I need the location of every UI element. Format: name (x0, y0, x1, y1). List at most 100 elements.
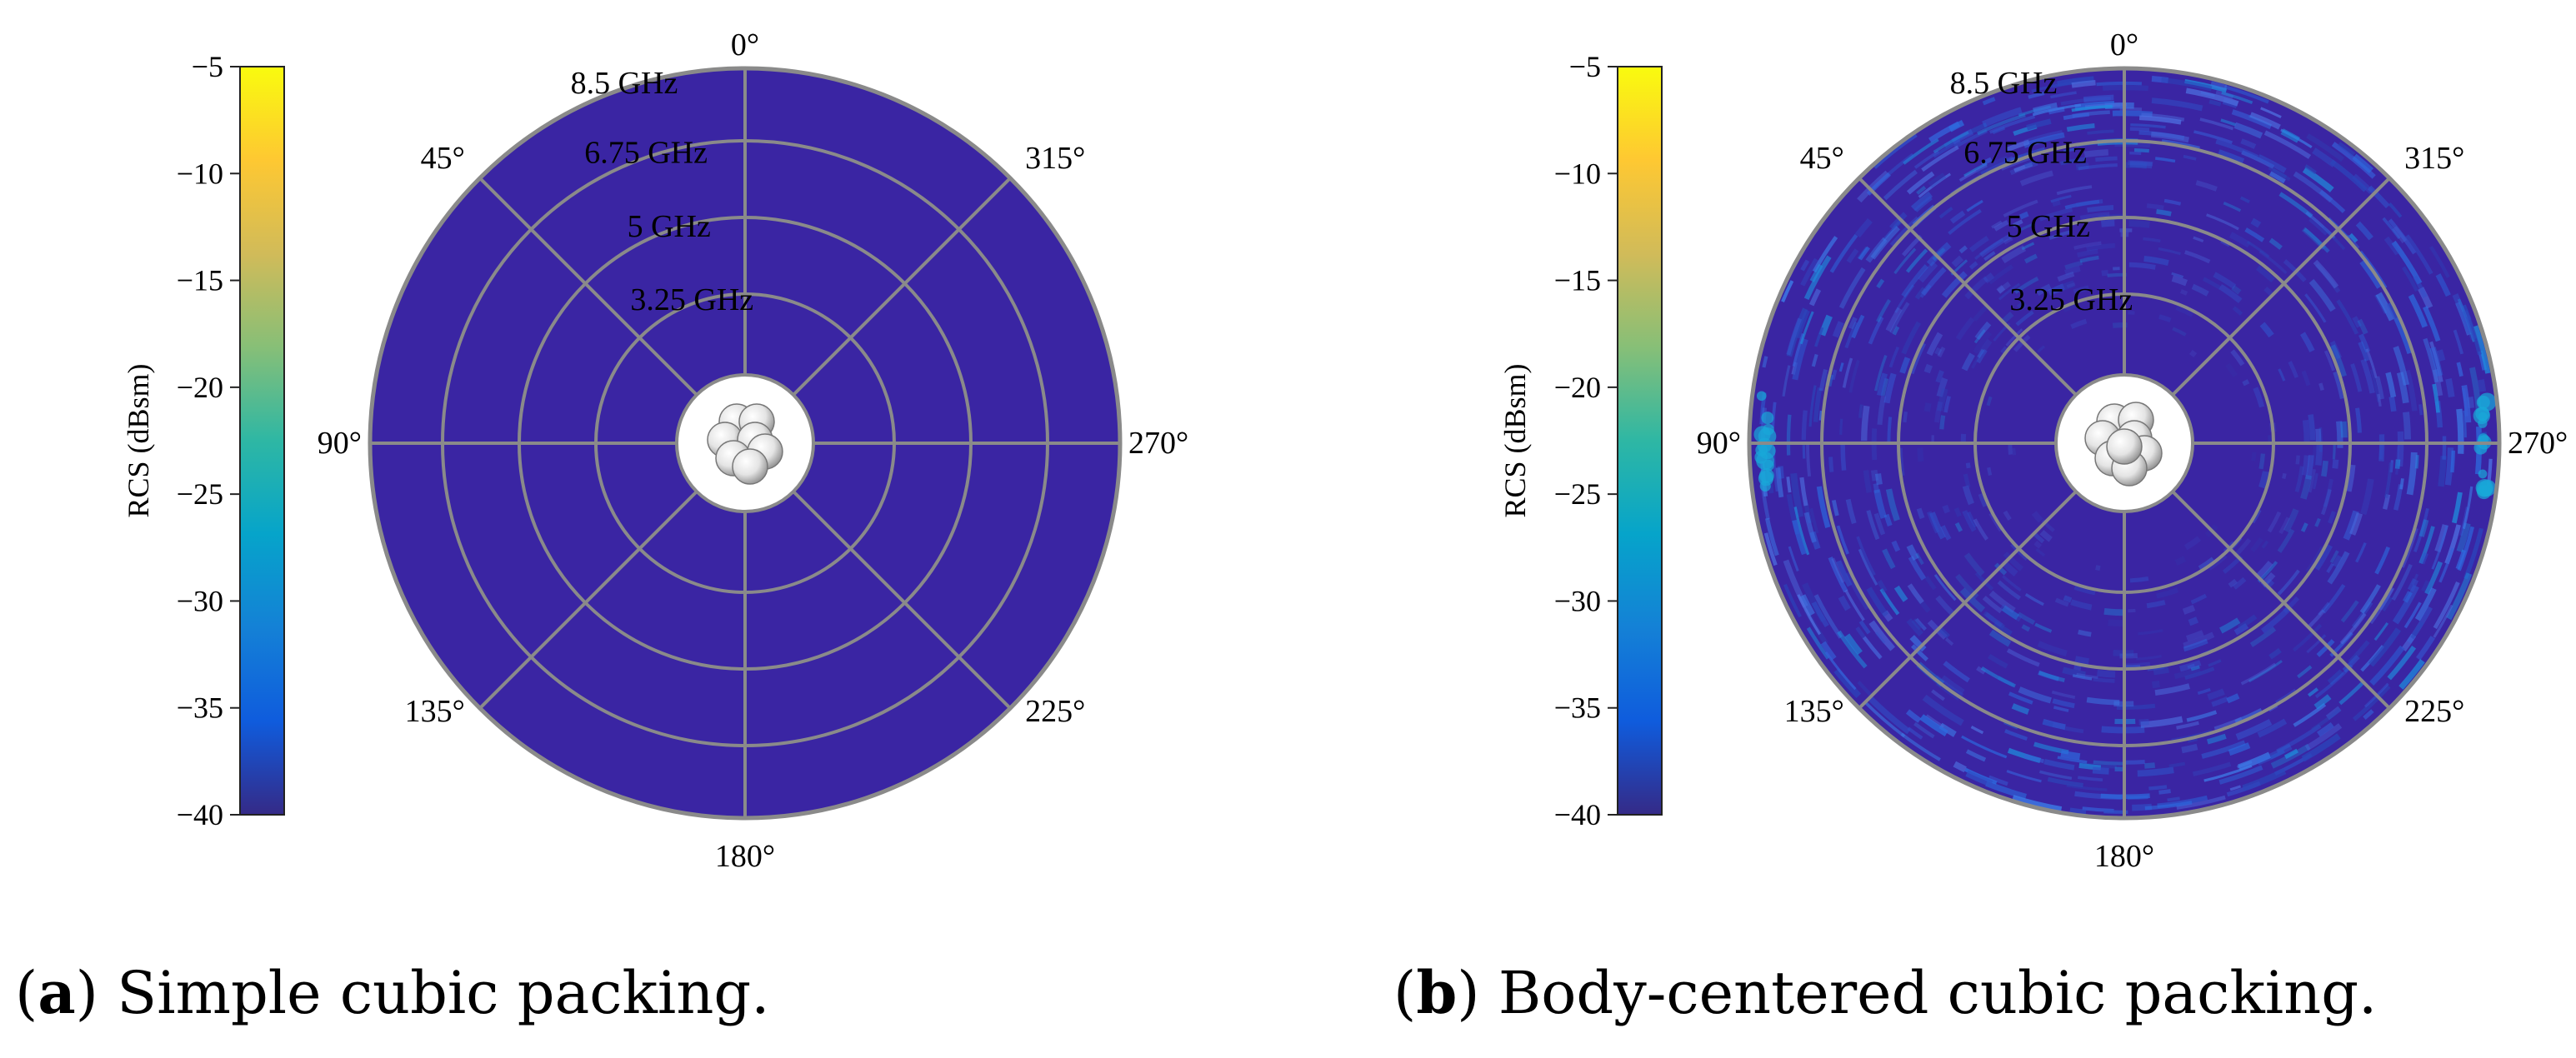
rcs-arc (2138, 770, 2173, 773)
rcs-arc (2130, 129, 2149, 130)
rcs-arc (2139, 721, 2149, 722)
rcs-arc (2095, 158, 2117, 160)
caption-b: (b) Body-centered cubic packing. (1393, 958, 2377, 1027)
rcs-hotspot (2478, 470, 2488, 479)
rcs-arc (2173, 278, 2187, 283)
rcs-arc (2130, 579, 2148, 581)
colorbar-tick-label: −30 (1554, 584, 1601, 617)
colorbar-tick-label: −40 (177, 798, 223, 831)
rcs-arc (2088, 207, 2114, 210)
caption-a-label: a (38, 958, 75, 1027)
rcs-arc (2078, 632, 2092, 635)
rcs-arc (2333, 443, 2334, 459)
colorbar (1618, 67, 1662, 815)
colorbar-tick-label: −40 (1554, 798, 1601, 831)
caption-b-text: Body-centered cubic packing. (1498, 959, 2377, 1027)
sphere (2107, 429, 2142, 464)
rcs-arc (2305, 420, 2307, 443)
rcs-arc (1920, 448, 1921, 462)
rcs-arc (2335, 460, 2336, 469)
rcs-arc (1927, 403, 1928, 412)
rcs-arc (2130, 164, 2153, 166)
rcs-arc (2420, 404, 2422, 415)
rcs-arc (1927, 365, 1929, 372)
colorbar-tick-label: −20 (1554, 371, 1601, 404)
rcs-arc (2358, 408, 2360, 433)
caption-a: (a) Simple cubic packing. (15, 958, 769, 1027)
angle-label: 180° (2094, 839, 2154, 874)
rcs-arc (2439, 350, 2442, 361)
colorbar-tick-label: −10 (1554, 157, 1601, 190)
rcs-arc (2087, 700, 2119, 702)
rcs-arc (1956, 508, 1959, 517)
rcs-arc (2262, 472, 2266, 487)
radial-label: 5 GHz (628, 209, 711, 244)
radial-label: 8.5 GHz (571, 66, 678, 101)
rcs-hotspot (1761, 412, 1773, 424)
colorbar-tick-label: −5 (1569, 50, 1601, 83)
angle-label: 0° (731, 27, 759, 62)
rcs-arc (1860, 405, 1862, 418)
rcs-arc (2043, 722, 2053, 725)
colorbar-label: RCS (dBsm) (122, 363, 155, 517)
rcs-arc (2191, 352, 2195, 355)
rcs-arc (2253, 452, 2254, 462)
rcs-arc (1937, 402, 1940, 422)
angle-label: 225° (2404, 694, 2464, 729)
caption-b-label: b (1416, 958, 1457, 1027)
rcs-arc (2129, 153, 2141, 154)
rcs-arc (1988, 467, 1990, 475)
rcs-arc (2157, 212, 2172, 214)
rcs-arc (2070, 811, 2086, 812)
rcs-arc (2401, 478, 2403, 489)
rcs-arc (2083, 97, 2113, 100)
rcs-arc (2343, 422, 2344, 437)
rcs-arc (2084, 152, 2108, 155)
angle-label: 315° (1025, 141, 1085, 176)
rcs-hotspot (1757, 391, 1767, 401)
colorbar (240, 67, 284, 815)
rcs-arc (2211, 84, 2227, 88)
rcs-arc (1843, 445, 1844, 471)
rcs-arc (2129, 223, 2150, 225)
rcs-arc (1803, 445, 1804, 458)
caption-a-text: Simple cubic packing. (117, 959, 769, 1027)
angle-label: 0° (2110, 27, 2138, 62)
rcs-arc (1841, 419, 1842, 435)
colorbar-tick-label: −35 (177, 691, 223, 725)
angle-label: 270° (1128, 426, 1188, 461)
radial-label: 6.75 GHz (1963, 136, 2087, 171)
rcs-arc (2381, 434, 2382, 461)
angle-label: 135° (405, 694, 465, 729)
angle-label: 90° (318, 426, 362, 461)
rcs-arc (2153, 670, 2168, 672)
rcs-arc (2448, 379, 2452, 397)
rcs-arc (1866, 471, 1869, 493)
angle-label: 225° (1025, 694, 1085, 729)
angle-label: 315° (2404, 141, 2464, 176)
rcs-arc (1942, 416, 1943, 430)
rcs-arc (2283, 473, 2284, 478)
rcs-arc (2320, 383, 2322, 390)
radial-label: 3.25 GHz (630, 282, 753, 317)
rcs-hotspot (2477, 396, 2490, 409)
rcs-arc (1833, 370, 1836, 380)
rcs-arc (2101, 223, 2114, 224)
angle-label: 135° (1784, 694, 1844, 729)
rcs-arc (2183, 607, 2194, 611)
angle-label: 90° (1697, 426, 1741, 461)
rcs-hotspot (2477, 485, 2491, 499)
rcs-arc (2123, 762, 2145, 763)
rcs-arc (2304, 456, 2307, 476)
rcs-arc (2097, 83, 2142, 84)
rcs-hotspot (1753, 426, 1770, 442)
rcs-arc (2153, 684, 2160, 685)
rcs-arc (2134, 150, 2149, 151)
rcs-arc (2075, 659, 2088, 661)
rcs-arc (2441, 456, 2443, 487)
rcs-arc (2061, 753, 2080, 756)
rcs-arc (1887, 515, 1890, 526)
